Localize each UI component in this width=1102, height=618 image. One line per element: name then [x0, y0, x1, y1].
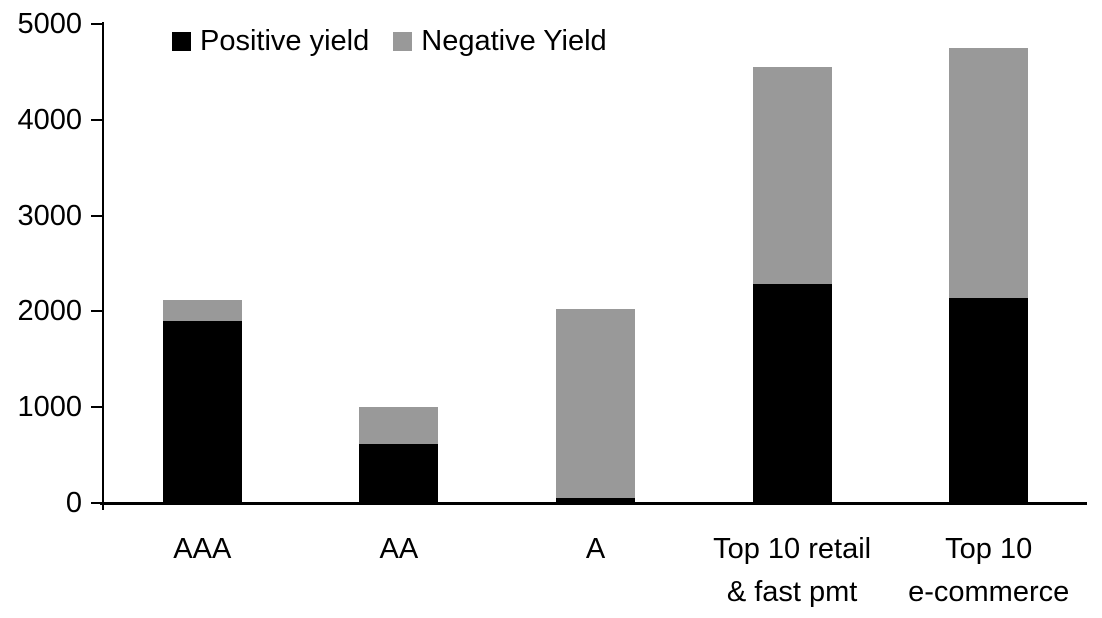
chart-legend: Positive yield Negative Yield — [172, 27, 607, 56]
y-tick-mark-4000 — [91, 118, 103, 121]
legend-label-negative-yield: Negative Yield — [421, 25, 607, 57]
x-axis-line — [100, 502, 1087, 505]
x-axis-label-0: AAA — [173, 533, 232, 565]
bar-segment-negative-0 — [162, 299, 242, 321]
y-tick-label-4000: 4000 — [17, 103, 82, 136]
y-tick-mark-2000 — [91, 310, 103, 313]
y-tick-label-5000: 5000 — [17, 8, 82, 40]
bar-segment-negative-1 — [359, 407, 439, 444]
x-axis-label-1: AA — [379, 533, 419, 565]
y-tick-mark-3000 — [91, 214, 103, 217]
y-tick-label-3000: 3000 — [17, 199, 82, 232]
bar-segment-positive-3 — [752, 283, 832, 503]
y-tick-label-0: 0 — [65, 487, 82, 519]
bar-segment-positive-2 — [556, 498, 635, 503]
x-axis-label-4: Top 10 e-commerce — [908, 533, 1070, 608]
y-tick-label-1000: 1000 — [17, 391, 82, 424]
y-axis-line — [102, 22, 104, 510]
legend-swatch-negative-yield-icon — [393, 32, 413, 51]
x-axis-label-2: A — [585, 533, 606, 565]
bar-segment-positive-0 — [162, 320, 242, 503]
x-axis-label-3: Top 10 retail & fast pmt — [713, 533, 872, 608]
legend-label-positive-yield: Positive yield — [200, 25, 370, 57]
bar-segment-negative-3 — [752, 67, 832, 284]
y-tick-mark-0 — [91, 502, 103, 504]
y-tick-mark-1000 — [91, 406, 103, 409]
y-tick-label-2000: 2000 — [17, 295, 82, 328]
legend-item-positive-yield: Positive yield — [172, 27, 369, 56]
bar-segment-negative-4 — [949, 47, 1029, 298]
bar-segment-positive-1 — [359, 443, 439, 503]
bar-segment-negative-2 — [556, 308, 635, 499]
legend-swatch-positive-yield-icon — [172, 32, 191, 51]
legend-item-negative-yield: Negative Yield — [393, 25, 607, 57]
bar-segment-positive-4 — [949, 297, 1029, 503]
y-tick-mark-5000 — [91, 23, 103, 25]
